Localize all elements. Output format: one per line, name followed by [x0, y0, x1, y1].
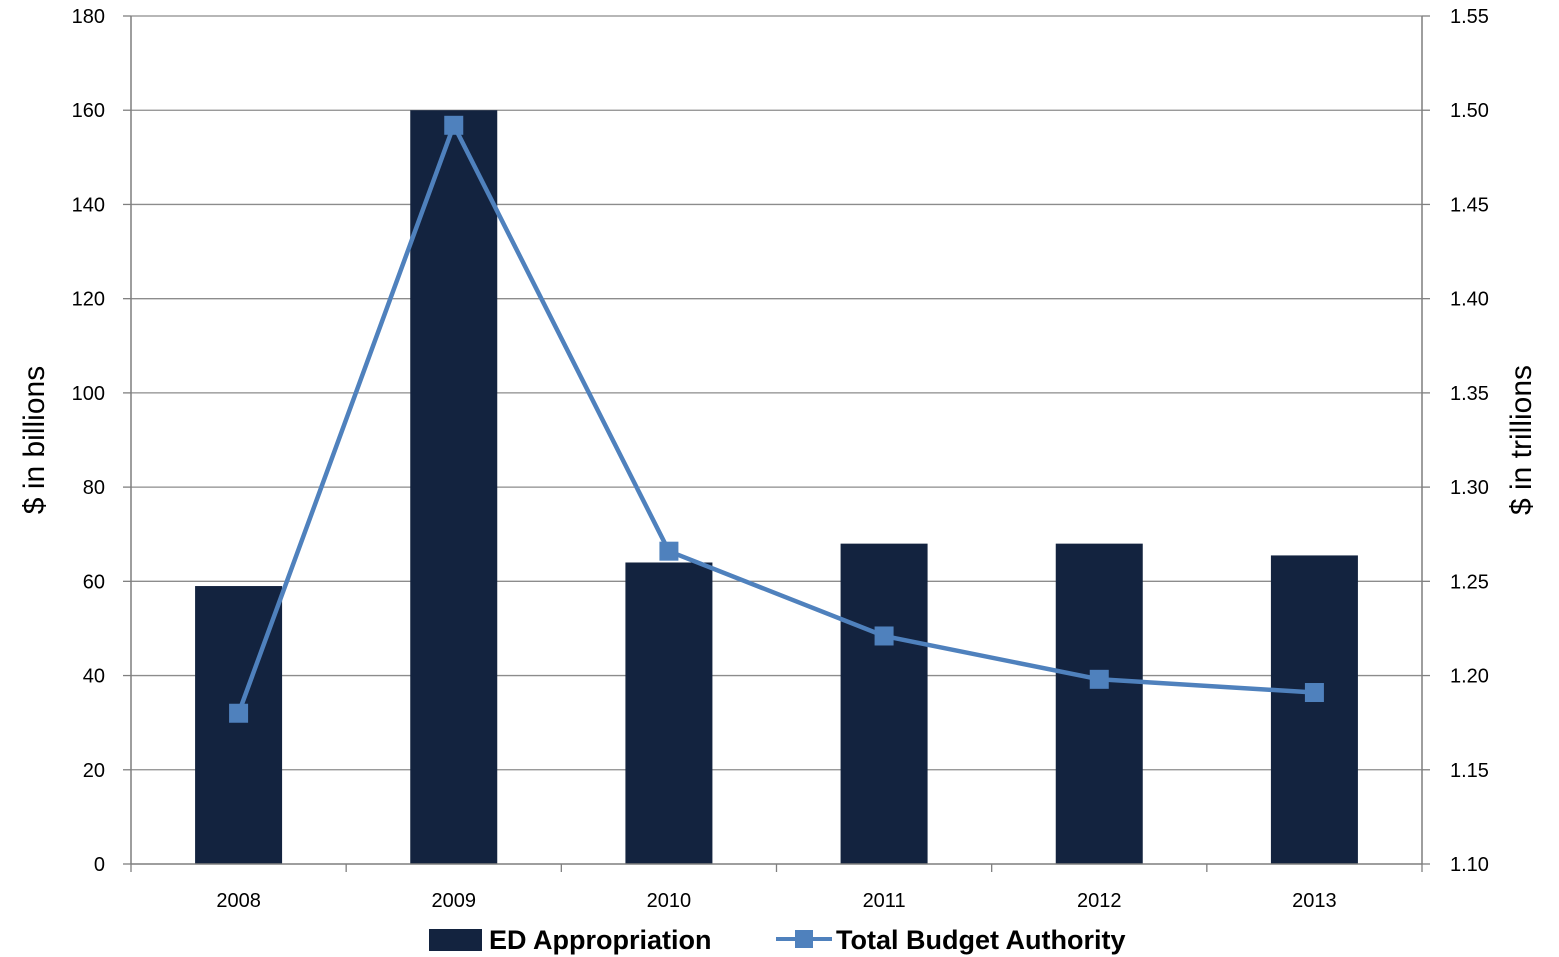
y-axis-right-tick-label: 1.15: [1450, 760, 1489, 782]
y-axis-left-tick-label: 180: [72, 6, 105, 28]
y-axis-left-tick-label: 60: [83, 571, 105, 593]
y-axis-right-tick-label: 1.50: [1450, 100, 1489, 122]
line-marker-2010: [659, 542, 678, 561]
legend-swatch-bar: [429, 929, 482, 951]
line-marker-2008: [229, 704, 248, 723]
bar-2010: [625, 562, 712, 864]
y-axis-left-tick-label: 0: [94, 854, 105, 876]
line-marker-2012: [1090, 670, 1109, 689]
x-axis-tick-label: 2013: [1292, 890, 1337, 912]
y-axis-right-tick-label: 1.40: [1450, 289, 1489, 311]
y-axis-right-tick-label: 1.30: [1450, 477, 1489, 499]
x-axis-tick-label: 2012: [1077, 890, 1122, 912]
line-marker-2011: [875, 626, 894, 645]
y-axis-left-tick-label: 140: [72, 194, 105, 216]
x-axis-tick-label: 2008: [216, 890, 261, 912]
x-axis-tick-label: 2010: [647, 890, 692, 912]
line-marker-2013: [1305, 683, 1324, 702]
y-axis-right-tick-label: 1.45: [1450, 194, 1489, 216]
legend-label-line: Total Budget Authority: [836, 925, 1125, 955]
y-axis-left-title: $ in billions: [18, 366, 51, 514]
bar-2009: [410, 110, 497, 864]
y-axis-right-tick-label: 1.35: [1450, 383, 1489, 405]
gridlines: [131, 16, 1422, 770]
legend-label-bar: ED Appropriation: [489, 925, 712, 955]
y-axis-right-tick-label: 1.55: [1450, 6, 1489, 28]
legend-swatch-marker: [795, 930, 813, 948]
y-axis-right-tick-label: 1.20: [1450, 666, 1489, 688]
y-axis-left-tick-label: 80: [83, 477, 105, 499]
bar-2011: [841, 544, 928, 864]
y-axis-right-tick-label: 1.10: [1450, 854, 1489, 876]
y-axis-right-tick-label: 1.25: [1450, 571, 1489, 593]
y-axis-left-tick-label: 40: [83, 666, 105, 688]
bar-2013: [1271, 555, 1358, 864]
y-axis-left-tick-label: 20: [83, 760, 105, 782]
x-axis-tick-label: 2011: [863, 890, 906, 912]
legend: ED Appropriation Total Budget Authority: [429, 925, 1125, 955]
y-axis-left-tick-label: 160: [72, 100, 105, 122]
y-axis-right-title: $ in trillions: [1505, 365, 1538, 515]
axes: [123, 16, 1430, 872]
bar-2012: [1056, 544, 1143, 864]
line-series: [229, 116, 1324, 723]
line-total-budget-authority: [239, 125, 1315, 713]
line-marker-2009: [444, 116, 463, 135]
x-axis-tick-label: 2009: [432, 890, 477, 912]
y-axis-left-tick-label: 120: [72, 289, 105, 311]
y-axis-left-tick-label: 100: [72, 383, 105, 405]
